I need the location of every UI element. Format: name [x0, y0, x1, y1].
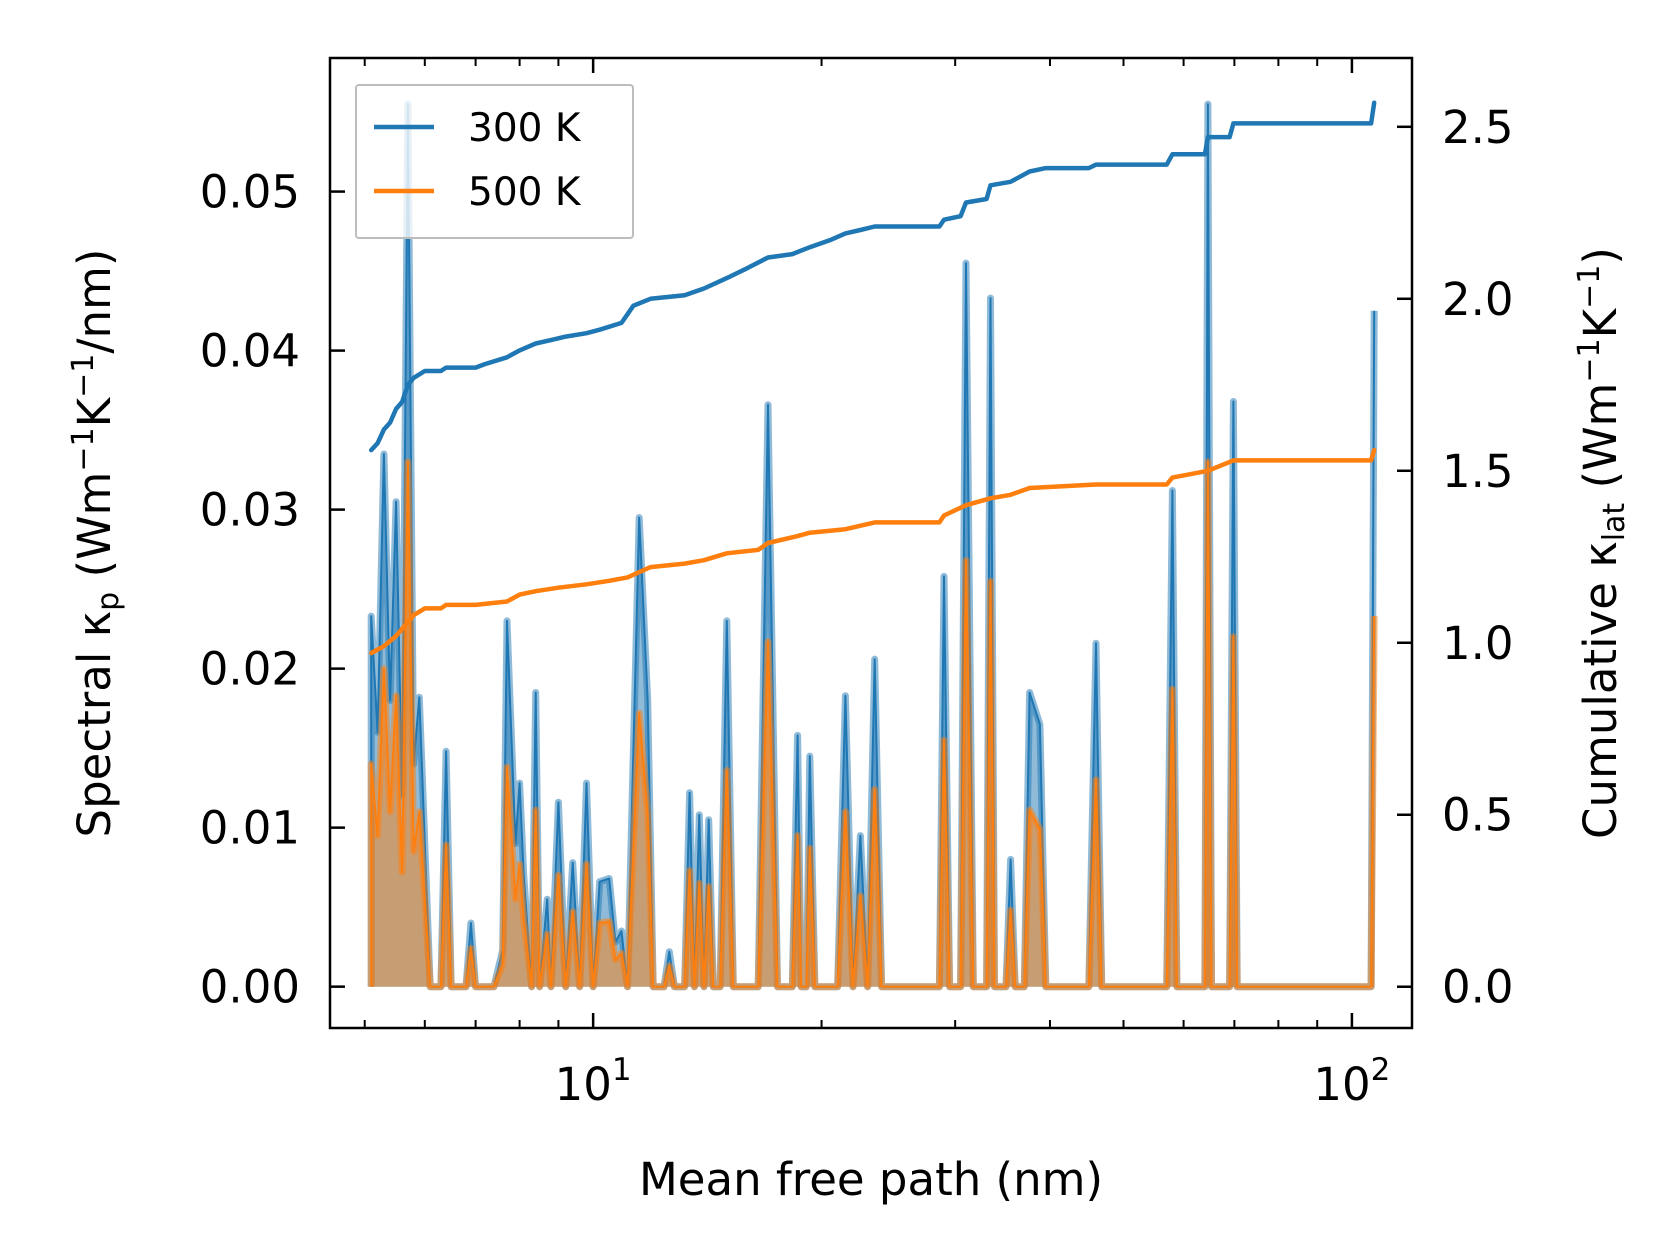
right-axis-title-units-post: )	[1574, 247, 1627, 265]
plot-frame	[328, 56, 1414, 1030]
right-axis-title: Cumulative κlat (Wm−1K−1)	[1572, 247, 1632, 839]
x-axis-ticks: 101 102	[363, 58, 1390, 1111]
spectral-layer	[367, 100, 1378, 991]
left-axis-title-units-pre: (Wm	[68, 472, 121, 592]
left-tick-label: 0.01	[200, 802, 300, 855]
left-axis-title: Spectral κp (Wm−1K−1/nm)	[66, 249, 126, 838]
left-axis-title-sub: p	[91, 592, 126, 611]
right-axis-title-units-mid: K	[1574, 307, 1627, 338]
right-tick-label: 0.0	[1442, 961, 1514, 1014]
spectral-line-500k	[370, 460, 1376, 988]
left-tick-label: 0.03	[200, 484, 300, 537]
right-tick-label: 1.0	[1442, 617, 1514, 670]
left-tick-label: 0.00	[200, 961, 300, 1014]
x-axis-title: Mean free path (nm)	[639, 1153, 1103, 1206]
right-axis-ticks: 0.0 0.5 1.0 1.5 2.0 2.5	[1397, 101, 1514, 1014]
right-tick-label: 2.5	[1442, 101, 1514, 154]
right-tick-label: 0.5	[1442, 789, 1514, 842]
right-axis-title-sup1: −1	[1572, 338, 1607, 382]
x-tick-label: 101	[555, 1052, 632, 1111]
right-axis-title-sup2: −1	[1572, 265, 1607, 309]
left-tick-label: 0.05	[200, 166, 300, 219]
left-axis-ticks: 0.00 0.01 0.02 0.03 0.04 0.05	[200, 166, 345, 1014]
x-tick-label-base: 10	[555, 1058, 612, 1111]
cumulative-line-500k	[368, 447, 1377, 656]
right-tick-label: 2.0	[1442, 273, 1514, 326]
legend: 300 K 500 K	[355, 84, 634, 239]
x-tick-label: 102	[1313, 1052, 1390, 1111]
legend-box	[355, 84, 634, 239]
right-axis-title-units-pre: (Wm	[1574, 383, 1627, 503]
x-tick-label-exponent: 2	[1371, 1052, 1391, 1088]
cumulative-line-300k	[368, 100, 1377, 453]
x-tick-label-base: 10	[1313, 1058, 1370, 1111]
left-axis-title-units-mid: K	[68, 396, 121, 427]
legend-label-500k: 500 K	[468, 170, 582, 215]
left-axis-title-sup2: −1	[66, 354, 101, 398]
right-tick-label: 1.5	[1442, 445, 1514, 498]
cumulative-layer	[368, 100, 1377, 656]
legend-label-300k: 300 K	[468, 106, 582, 151]
left-tick-label: 0.02	[200, 643, 300, 696]
x-tick-label-exponent: 1	[612, 1052, 632, 1088]
right-axis-title-prefix: Cumulative κ	[1574, 541, 1627, 839]
right-axis-title-sub: lat	[1597, 503, 1632, 542]
left-tick-label: 0.04	[200, 325, 300, 378]
left-axis-title-prefix: Spectral κ	[68, 611, 121, 838]
left-axis-title-units-post: /nm)	[68, 249, 121, 354]
left-axis-title-sup1: −1	[66, 427, 101, 471]
